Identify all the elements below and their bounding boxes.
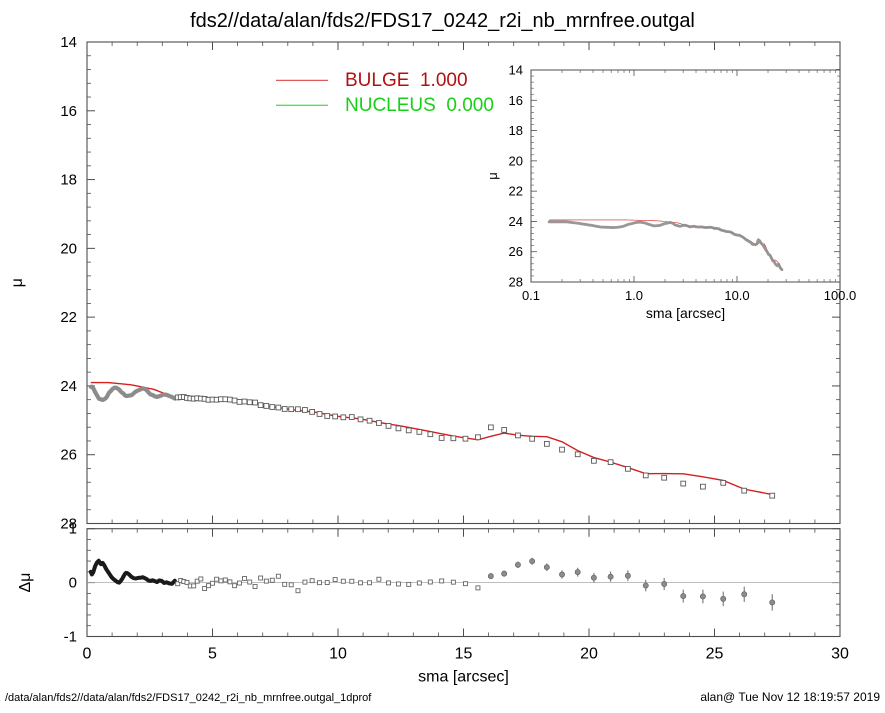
svg-text:5: 5 <box>208 646 217 663</box>
svg-text:BULGE 1.000: BULGE 1.000 <box>345 70 468 91</box>
svg-text:0: 0 <box>69 575 77 592</box>
svg-text:26: 26 <box>509 244 523 259</box>
svg-text:1: 1 <box>69 521 77 538</box>
svg-text:16: 16 <box>509 93 523 108</box>
svg-text:NUCLEUS 0.000: NUCLEUS 0.000 <box>345 95 494 116</box>
svg-text:0: 0 <box>83 646 92 663</box>
svg-text:20: 20 <box>60 240 77 257</box>
svg-text:1.0: 1.0 <box>625 288 643 303</box>
svg-text:100.0: 100.0 <box>824 288 857 303</box>
svg-text:0.1: 0.1 <box>522 288 540 303</box>
svg-text:30: 30 <box>831 646 849 663</box>
svg-text:μ: μ <box>9 278 26 287</box>
svg-text:μ: μ <box>485 172 500 180</box>
svg-text:14: 14 <box>60 34 77 51</box>
svg-text:10: 10 <box>329 646 347 663</box>
svg-text:25: 25 <box>706 646 724 663</box>
svg-text:sma [arcsec]: sma [arcsec] <box>646 305 725 321</box>
svg-text:24: 24 <box>509 214 523 229</box>
svg-text:22: 22 <box>509 184 523 199</box>
svg-text:sma [arcsec]: sma [arcsec] <box>418 669 509 686</box>
svg-text:Δμ: Δμ <box>17 573 34 593</box>
svg-text:15: 15 <box>455 646 473 663</box>
svg-text:22: 22 <box>60 309 77 326</box>
svg-text:14: 14 <box>509 63 523 78</box>
svg-text:-1: -1 <box>64 629 77 646</box>
svg-text:alan@ Tue Nov 12 18:19:57 201: alan@ Tue Nov 12 18:19:57 2019 <box>700 690 880 704</box>
svg-text:18: 18 <box>509 123 523 138</box>
svg-text:20: 20 <box>509 153 523 168</box>
svg-text:fds2//data/alan/fds2/FDS17_024: fds2//data/alan/fds2/FDS17_0242_r2i_nb_m… <box>190 10 695 32</box>
svg-text:18: 18 <box>60 172 77 189</box>
svg-text:10.0: 10.0 <box>724 288 749 303</box>
svg-text:/data/alan/fds2//data/alan/fds: /data/alan/fds2//data/alan/fds2/FDS17_02… <box>5 692 372 704</box>
svg-text:28: 28 <box>509 275 523 290</box>
svg-text:26: 26 <box>60 447 77 464</box>
svg-text:16: 16 <box>60 103 77 120</box>
svg-text:20: 20 <box>580 646 598 663</box>
svg-text:24: 24 <box>60 378 77 395</box>
